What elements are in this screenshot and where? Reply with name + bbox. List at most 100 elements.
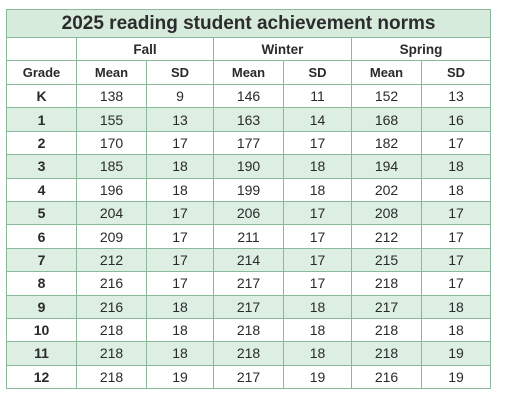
- cell-winter-mean: 217: [213, 364, 284, 390]
- cell-spring-sd: 18: [420, 154, 492, 179]
- cell-grade: 9: [6, 294, 77, 319]
- cell-spring-mean: 218: [351, 341, 422, 366]
- cell-grade: 8: [6, 271, 77, 296]
- cell-winter-mean: 206: [213, 200, 284, 226]
- cell-spring-mean: 194: [351, 154, 422, 179]
- cell-grade: 11: [6, 341, 77, 366]
- norms-table: 2025 reading student achievement norms F…: [5, 9, 492, 390]
- cell-fall-sd: 18: [146, 154, 214, 179]
- cell-winter-mean: 199: [213, 177, 284, 202]
- cell-fall-mean: 218: [76, 364, 147, 390]
- cell-winter-sd: 18: [283, 177, 352, 202]
- season-header-winter: Winter: [213, 37, 352, 61]
- cell-spring-sd: 17: [420, 271, 492, 296]
- cell-fall-mean: 170: [76, 130, 147, 156]
- cell-spring-sd: 17: [420, 224, 492, 249]
- cell-spring-mean: 182: [351, 130, 422, 156]
- cell-fall-sd: 18: [146, 294, 214, 319]
- cell-fall-sd: 18: [146, 341, 214, 366]
- table-row: 10 218 18 218 18 218 18: [6, 317, 492, 343]
- cell-fall-mean: 212: [76, 247, 147, 273]
- cell-fall-sd: 17: [146, 271, 214, 296]
- cell-winter-sd: 17: [283, 271, 352, 296]
- season-header-spring: Spring: [350, 37, 492, 61]
- cell-spring-sd: 18: [420, 317, 492, 343]
- cell-winter-sd: 17: [283, 130, 352, 156]
- cell-grade: 3: [6, 154, 77, 179]
- cell-spring-mean: 202: [351, 177, 422, 202]
- column-header-fall-sd: SD: [146, 60, 214, 85]
- column-header-winter-mean: Mean: [213, 60, 284, 85]
- cell-fall-mean: 218: [76, 317, 147, 343]
- cell-winter-sd: 17: [283, 224, 352, 249]
- cell-winter-mean: 218: [213, 341, 284, 366]
- table-row: 11 218 18 218 18 218 19: [6, 341, 492, 366]
- cell-fall-mean: 185: [76, 154, 147, 179]
- table-row: 3 185 18 190 18 194 18: [6, 154, 492, 179]
- season-header-row: Fall Winter Spring: [6, 37, 492, 61]
- cell-grade: 2: [6, 130, 77, 156]
- cell-fall-mean: 216: [76, 294, 147, 319]
- cell-spring-sd: 19: [420, 341, 492, 366]
- cell-spring-sd: 17: [420, 130, 492, 156]
- cell-winter-sd: 18: [283, 317, 352, 343]
- cell-winter-sd: 17: [283, 200, 352, 226]
- cell-fall-sd: 13: [146, 107, 214, 132]
- cell-fall-sd: 17: [146, 247, 214, 273]
- cell-grade: 1: [6, 107, 77, 132]
- cell-grade: 10: [6, 317, 77, 343]
- cell-winter-mean: 217: [213, 294, 284, 319]
- cell-winter-mean: 214: [213, 247, 284, 273]
- cell-fall-mean: 196: [76, 177, 147, 202]
- cell-fall-mean: 209: [76, 224, 147, 249]
- cell-winter-mean: 177: [213, 130, 284, 156]
- norms-table-container: 2025 reading student achievement norms F…: [5, 9, 492, 390]
- table-row: 2 170 17 177 17 182 17: [6, 130, 492, 156]
- cell-spring-sd: 19: [420, 364, 492, 390]
- cell-winter-mean: 211: [213, 224, 284, 249]
- table-row: 7 212 17 214 17 215 17: [6, 247, 492, 273]
- cell-spring-mean: 168: [351, 107, 422, 132]
- cell-spring-mean: 152: [351, 83, 422, 109]
- cell-spring-sd: 18: [420, 177, 492, 202]
- cell-fall-mean: 216: [76, 271, 147, 296]
- cell-fall-mean: 138: [76, 83, 147, 109]
- cell-winter-mean: 146: [213, 83, 284, 109]
- cell-spring-mean: 215: [351, 247, 422, 273]
- column-header-row: Grade Mean SD Mean SD Mean SD: [6, 60, 492, 85]
- cell-spring-sd: 18: [420, 294, 492, 319]
- cell-fall-mean: 155: [76, 107, 147, 132]
- season-header-blank: [6, 37, 77, 61]
- cell-fall-sd: 17: [146, 130, 214, 156]
- column-header-fall-mean: Mean: [76, 60, 147, 85]
- table-title: 2025 reading student achievement norms: [5, 9, 492, 38]
- cell-fall-sd: 18: [146, 177, 214, 202]
- cell-spring-sd: 17: [420, 247, 492, 273]
- cell-spring-mean: 216: [351, 364, 422, 390]
- cell-winter-sd: 18: [283, 341, 352, 366]
- cell-grade: K: [6, 83, 77, 109]
- cell-fall-sd: 17: [146, 200, 214, 226]
- table-row: 4 196 18 199 18 202 18: [6, 177, 492, 202]
- cell-winter-sd: 11: [283, 83, 352, 109]
- cell-spring-sd: 13: [420, 83, 492, 109]
- cell-winter-mean: 217: [213, 271, 284, 296]
- cell-spring-sd: 17: [420, 200, 492, 226]
- season-header-fall: Fall: [76, 37, 214, 61]
- cell-fall-sd: 19: [146, 364, 214, 390]
- cell-spring-mean: 218: [351, 317, 422, 343]
- cell-winter-sd: 14: [283, 107, 352, 132]
- table-row: K 138 9 146 11 152 13: [6, 83, 492, 109]
- cell-fall-mean: 218: [76, 341, 147, 366]
- title-row: 2025 reading student achievement norms: [5, 9, 492, 38]
- cell-spring-mean: 208: [351, 200, 422, 226]
- cell-grade: 5: [6, 200, 77, 226]
- cell-spring-sd: 16: [420, 107, 492, 132]
- cell-winter-sd: 19: [283, 364, 352, 390]
- cell-grade: 6: [6, 224, 77, 249]
- column-header-spring-sd: SD: [420, 60, 492, 85]
- cell-grade: 7: [6, 247, 77, 273]
- cell-winter-sd: 18: [283, 154, 352, 179]
- table-row: 5 204 17 206 17 208 17: [6, 200, 492, 226]
- cell-winter-sd: 18: [283, 294, 352, 319]
